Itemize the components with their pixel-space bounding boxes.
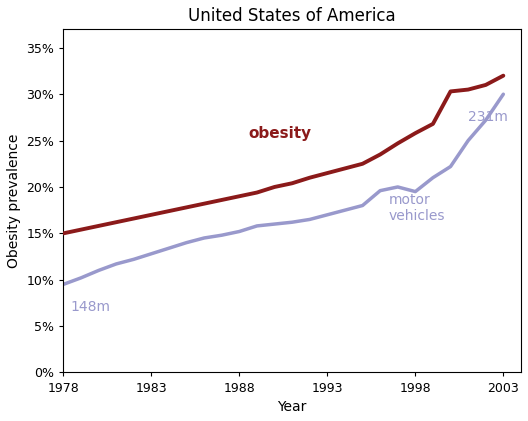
Title: United States of America: United States of America (188, 7, 396, 25)
X-axis label: Year: Year (278, 400, 307, 414)
Y-axis label: Obesity prevalence: Obesity prevalence (7, 134, 21, 268)
Text: 148m: 148m (70, 300, 110, 314)
Text: motor
vehicles: motor vehicles (389, 192, 446, 223)
Text: obesity: obesity (248, 125, 312, 141)
Text: 231m: 231m (468, 110, 508, 124)
